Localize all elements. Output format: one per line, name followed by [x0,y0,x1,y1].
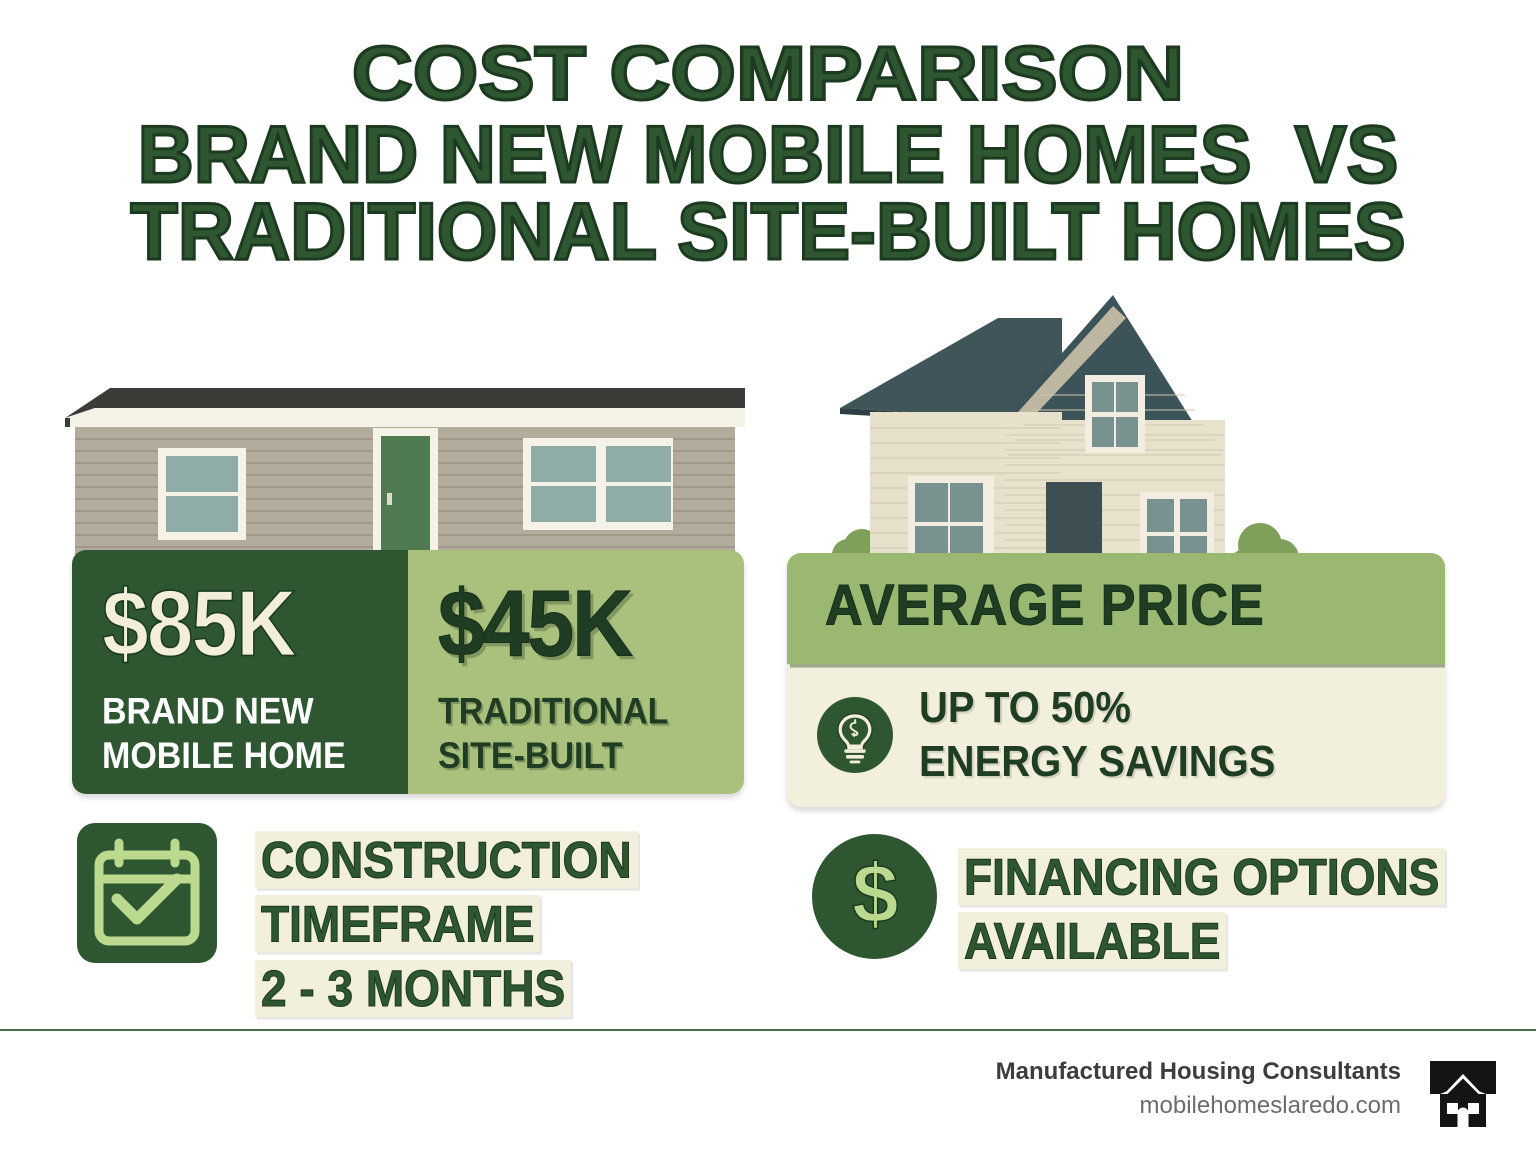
svg-text:$: $ [852,848,898,941]
